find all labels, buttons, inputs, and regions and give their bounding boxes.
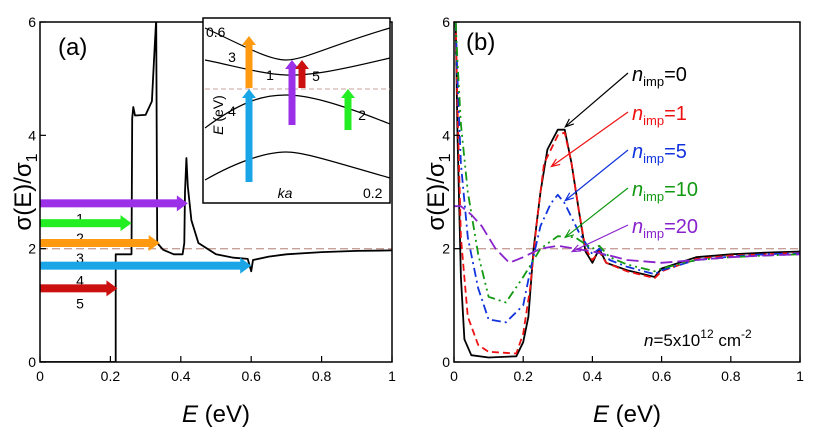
band-curve — [204, 27, 391, 61]
x-tick-label: 0.2 — [513, 368, 533, 384]
inset-top-tick: 0.6 — [206, 24, 226, 40]
series-line-nimp-1 — [454, 22, 800, 355]
legend-pointer-head — [550, 158, 561, 168]
x-tick-label: 0.4 — [171, 368, 191, 384]
transition-arrow-4: 4 — [40, 257, 252, 289]
transition-arrow-label: 2 — [76, 230, 84, 246]
x-tick-label: 0 — [36, 368, 44, 384]
x-tick-label: 1 — [796, 368, 804, 384]
transition-arrow-label: 1 — [76, 210, 84, 226]
band-curve — [204, 57, 391, 76]
series-line-nimp-4 — [454, 205, 800, 264]
series-line-nimp-3 — [454, 22, 800, 304]
inset-frame — [202, 17, 391, 204]
y-tick-label: 4 — [442, 127, 450, 143]
legend-entry: nimp=10 — [632, 179, 698, 204]
inset-arrow-label: 1 — [266, 67, 274, 83]
transition-arrow-label: 4 — [76, 273, 84, 289]
panel-b: 0 0.2 0.4 0.6 0.8 1 0 2 4 6 (b) σ(E)/σ1 E (eV) ni… — [423, 14, 804, 428]
legend-pointer-head — [564, 229, 575, 239]
axes-frame — [453, 21, 801, 363]
transition-arrow-1: 1 — [40, 195, 188, 226]
y-axis-label: σ(E)/σ1 — [10, 153, 41, 230]
transition-arrow-3: 3 — [40, 235, 160, 266]
panel-a: 1 2 3 4 5 0 0.2 0.4 0.6 0.8 1 0 2 4 6 (a) σ(E)/σ1 E (… — [10, 14, 396, 428]
x-tick-label: 0.4 — [583, 368, 603, 384]
band-curve — [204, 151, 391, 181]
legend-pointer-head — [564, 118, 574, 128]
x-tick-label: 0.6 — [652, 368, 672, 384]
legend-pointer — [564, 72, 629, 128]
inset-x-label: ka — [278, 185, 293, 201]
transition-arrow-label: 3 — [76, 250, 84, 266]
inset-arrow-5: 5 — [295, 60, 320, 88]
legend-entry: nimp=1 — [632, 103, 687, 128]
x-tick-label: 0.6 — [241, 368, 261, 384]
x-axis-label: E (eV) — [593, 401, 661, 428]
panel-label: (a) — [58, 34, 87, 61]
inset-arrow-label: 2 — [358, 107, 366, 123]
transition-arrows: 1 2 3 4 5 — [40, 195, 252, 311]
legend-entry: nimp=0 — [632, 64, 687, 89]
series-line-conductivity — [40, 22, 392, 362]
x-tick-label: 0.8 — [312, 368, 332, 384]
y-axis-label: σ(E)/σ1 — [423, 153, 454, 230]
legend-entry: nimp=20 — [632, 216, 698, 241]
x-tick-label: 0.2 — [101, 368, 121, 384]
inset-arrow-3: 3 — [228, 36, 256, 88]
legend-pointer — [564, 149, 629, 201]
inset-arrow-label: 3 — [228, 49, 236, 65]
transition-arrow-2: 2 — [40, 215, 132, 246]
inset-arrow-4: 4 — [228, 89, 256, 182]
inset-arrow-label: 4 — [228, 103, 236, 119]
transition-arrow-5: 5 — [40, 280, 118, 311]
legend-pointer — [551, 111, 629, 167]
series-line-nimp-0 — [454, 22, 800, 359]
legend-pointer — [564, 187, 629, 238]
x-tick-label: 0.8 — [721, 368, 741, 384]
y-tick-label: 6 — [442, 14, 450, 30]
legend-entry: nimp=5 — [632, 141, 687, 166]
inset-y-label: E (eV) — [210, 95, 226, 135]
series-line-nimp-2 — [454, 22, 800, 324]
inset-arrow-label: 5 — [312, 68, 320, 84]
x-tick-label: 1 — [388, 368, 396, 384]
transition-arrow-label: 5 — [76, 295, 84, 311]
y-tick-label: 2 — [28, 241, 36, 257]
legend-pointer — [571, 224, 629, 253]
y-tick-label: 0 — [28, 354, 36, 370]
x-tick-label: 0 — [450, 368, 458, 384]
panel-label: (b) — [466, 29, 495, 56]
legend-pointer-head — [570, 244, 582, 253]
inset-arrow-1: 1 — [266, 60, 299, 125]
x-axis-label: E (eV) — [182, 401, 250, 428]
y-tick-label: 0 — [442, 354, 450, 370]
legend-pointer-head — [564, 192, 575, 202]
inset-arrow-2: 2 — [341, 89, 366, 130]
inset-right-tick: 0.2 — [363, 185, 383, 201]
y-tick-label: 6 — [28, 14, 36, 30]
legend: nimp=0 nimp=1 nimp=5 nimp=10 nimp=20 — [550, 64, 698, 253]
y-tick-label: 4 — [28, 127, 36, 143]
inset-band-structure: 1 2 3 4 5 0.6 0.2 ka E (eV) — [202, 17, 391, 204]
density-annotation: n=5x1012 cm-2 — [644, 327, 752, 350]
y-tick-label: 2 — [442, 241, 450, 257]
